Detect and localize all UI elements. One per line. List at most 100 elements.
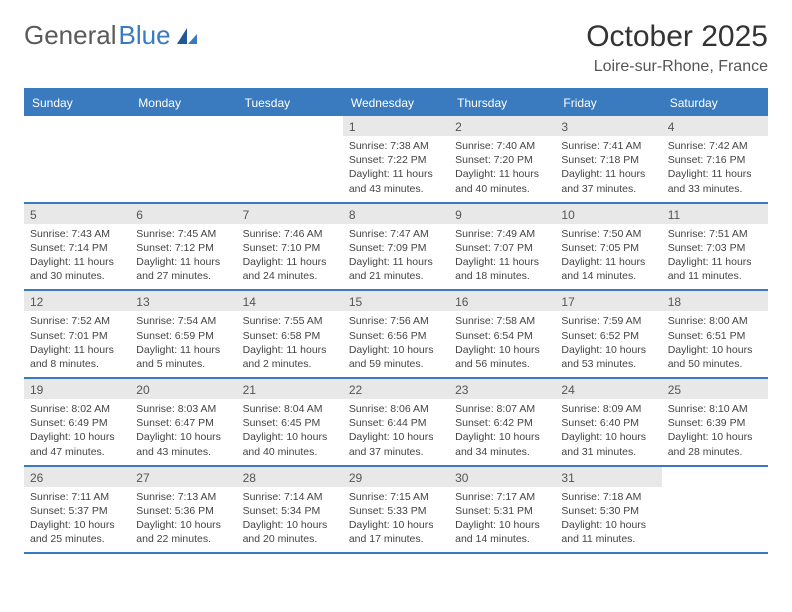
day-number: 16 [449,291,555,311]
dayhead-tuesday: Tuesday [237,90,343,116]
day-number [237,116,343,136]
day-body: Sunrise: 7:50 AMSunset: 7:05 PMDaylight:… [555,224,661,290]
day-number: 19 [24,379,130,399]
day-number [130,116,236,136]
logo: General Blue [24,20,199,51]
day-cell [237,116,343,202]
day-cell: 16Sunrise: 7:58 AMSunset: 6:54 PMDayligh… [449,291,555,377]
day-body: Sunrise: 7:58 AMSunset: 6:54 PMDaylight:… [449,311,555,377]
daylight-text: Daylight: 10 hours and 40 minutes. [243,430,337,458]
daylight-text: Daylight: 11 hours and 8 minutes. [30,343,124,371]
sunrise-text: Sunrise: 7:59 AM [561,314,655,328]
day-body: Sunrise: 7:52 AMSunset: 7:01 PMDaylight:… [24,311,130,377]
daylight-text: Daylight: 10 hours and 11 minutes. [561,518,655,546]
day-cell: 1 Sunrise: 7:38 AMSunset: 7:22 PMDaylight… [343,116,449,202]
sunset-text: Sunset: 6:59 PM [136,329,230,343]
day-cell: 28Sunrise: 7:14 AMSunset: 5:34 PMDayligh… [237,467,343,553]
day-cell: 15Sunrise: 7:56 AMSunset: 6:56 PMDayligh… [343,291,449,377]
sunset-text: Sunset: 6:45 PM [243,416,337,430]
daylight-text: Daylight: 10 hours and 43 minutes. [136,430,230,458]
week-row: 5Sunrise: 7:43 AMSunset: 7:14 PMDaylight… [24,204,768,292]
day-cell: 30Sunrise: 7:17 AMSunset: 5:31 PMDayligh… [449,467,555,553]
day-body: Sunrise: 7:17 AMSunset: 5:31 PMDaylight:… [449,487,555,553]
day-cell: 20Sunrise: 8:03 AMSunset: 6:47 PMDayligh… [130,379,236,465]
sunrise-text: Sunrise: 7:13 AM [136,490,230,504]
day-body: Sunrise: 8:02 AMSunset: 6:49 PMDaylight:… [24,399,130,465]
day-body: Sunrise: 7:46 AMSunset: 7:10 PMDaylight:… [237,224,343,290]
sunrise-text: Sunrise: 7:55 AM [243,314,337,328]
sunset-text: Sunset: 6:52 PM [561,329,655,343]
day-cell: 19Sunrise: 8:02 AMSunset: 6:49 PMDayligh… [24,379,130,465]
day-body: Sunrise: 7:14 AMSunset: 5:34 PMDaylight:… [237,487,343,553]
sunset-text: Sunset: 7:10 PM [243,241,337,255]
week-row: 26Sunrise: 7:11 AMSunset: 5:37 PMDayligh… [24,467,768,555]
dayhead-monday: Monday [130,90,236,116]
sunrise-text: Sunrise: 7:17 AM [455,490,549,504]
sunrise-text: Sunrise: 8:06 AM [349,402,443,416]
day-number: 31 [555,467,661,487]
daylight-text: Daylight: 11 hours and 30 minutes. [30,255,124,283]
sunset-text: Sunset: 7:16 PM [668,153,762,167]
day-cell: 26Sunrise: 7:11 AMSunset: 5:37 PMDayligh… [24,467,130,553]
weeks-container: 1Sunrise: 7:38 AMSunset: 7:22 PMDaylight… [24,116,768,554]
day-number [24,116,130,136]
sunrise-text: Sunrise: 7:41 AM [561,139,655,153]
day-cell: 8Sunrise: 7:47 AMSunset: 7:09 PMDaylight… [343,204,449,290]
logo-sail-icon [175,26,199,46]
sunset-text: Sunset: 6:56 PM [349,329,443,343]
sunrise-text: Sunrise: 7:14 AM [243,490,337,504]
sunset-text: Sunset: 7:22 PM [349,153,443,167]
sunrise-text: Sunrise: 7:11 AM [30,490,124,504]
daylight-text: Daylight: 10 hours and 17 minutes. [349,518,443,546]
sunrise-text: Sunrise: 7:46 AM [243,227,337,241]
logo-text-blue: Blue [119,20,171,51]
day-cell: 6Sunrise: 7:45 AMSunset: 7:12 PMDaylight… [130,204,236,290]
calendar: Sunday Monday Tuesday Wednesday Thursday… [24,88,768,554]
daylight-text: Daylight: 10 hours and 50 minutes. [668,343,762,371]
sunrise-text: Sunrise: 7:38 AM [349,139,443,153]
sunset-text: Sunset: 5:36 PM [136,504,230,518]
dayhead-friday: Friday [555,90,661,116]
day-cell: 5Sunrise: 7:43 AMSunset: 7:14 PMDaylight… [24,204,130,290]
sunset-text: Sunset: 5:30 PM [561,504,655,518]
daylight-text: Daylight: 11 hours and 43 minutes. [349,167,443,195]
day-body: Sunrise: 7:43 AMSunset: 7:14 PMDaylight:… [24,224,130,290]
day-body: Sunrise: 7:51 AMSunset: 7:03 PMDaylight:… [662,224,768,290]
day-cell: 3Sunrise: 7:41 AMSunset: 7:18 PMDaylight… [555,116,661,202]
daylight-text: Daylight: 10 hours and 53 minutes. [561,343,655,371]
sunrise-text: Sunrise: 8:03 AM [136,402,230,416]
daylight-text: Daylight: 10 hours and 22 minutes. [136,518,230,546]
day-cell: 7Sunrise: 7:46 AMSunset: 7:10 PMDaylight… [237,204,343,290]
day-body: Sunrise: 8:09 AMSunset: 6:40 PMDaylight:… [555,399,661,465]
sunset-text: Sunset: 7:07 PM [455,241,549,255]
sunrise-text: Sunrise: 8:02 AM [30,402,124,416]
day-cell: 24Sunrise: 8:09 AMSunset: 6:40 PMDayligh… [555,379,661,465]
day-number: 2 [449,116,555,136]
day-cell: 27Sunrise: 7:13 AMSunset: 5:36 PMDayligh… [130,467,236,553]
day-cell: 22Sunrise: 8:06 AMSunset: 6:44 PMDayligh… [343,379,449,465]
day-cell [24,116,130,202]
day-body [237,136,343,145]
sunset-text: Sunset: 7:20 PM [455,153,549,167]
day-cell: 10Sunrise: 7:50 AMSunset: 7:05 PMDayligh… [555,204,661,290]
daylight-text: Daylight: 11 hours and 27 minutes. [136,255,230,283]
location-label: Loire-sur-Rhone, France [586,58,768,76]
sunrise-text: Sunrise: 8:00 AM [668,314,762,328]
day-body: Sunrise: 7:40 AMSunset: 7:20 PMDaylight:… [449,136,555,202]
day-number: 1 [343,116,449,136]
day-number: 23 [449,379,555,399]
sunrise-text: Sunrise: 7:43 AM [30,227,124,241]
dayhead-thursday: Thursday [449,90,555,116]
sunset-text: Sunset: 6:51 PM [668,329,762,343]
daylight-text: Daylight: 11 hours and 2 minutes. [243,343,337,371]
day-number: 17 [555,291,661,311]
day-cell: 14Sunrise: 7:55 AMSunset: 6:58 PMDayligh… [237,291,343,377]
day-body: Sunrise: 8:10 AMSunset: 6:39 PMDaylight:… [662,399,768,465]
day-body: Sunrise: 8:00 AMSunset: 6:51 PMDaylight:… [662,311,768,377]
sunrise-text: Sunrise: 7:45 AM [136,227,230,241]
daylight-text: Daylight: 11 hours and 40 minutes. [455,167,549,195]
daylight-text: Daylight: 11 hours and 5 minutes. [136,343,230,371]
daylight-text: Daylight: 10 hours and 14 minutes. [455,518,549,546]
day-cell: 18Sunrise: 8:00 AMSunset: 6:51 PMDayligh… [662,291,768,377]
day-body: Sunrise: 7:56 AMSunset: 6:56 PMDaylight:… [343,311,449,377]
